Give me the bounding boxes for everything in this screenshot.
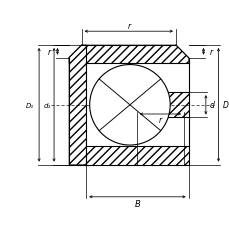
Text: d₁: d₁ xyxy=(44,102,51,108)
Text: r: r xyxy=(208,48,212,57)
Text: r: r xyxy=(127,22,130,31)
Polygon shape xyxy=(69,46,86,165)
Text: D: D xyxy=(222,101,228,110)
Text: r: r xyxy=(158,116,161,125)
Polygon shape xyxy=(165,93,188,118)
Text: D₁: D₁ xyxy=(26,102,34,108)
Text: d: d xyxy=(209,101,214,110)
Polygon shape xyxy=(69,147,188,165)
Circle shape xyxy=(89,65,169,145)
Polygon shape xyxy=(69,46,188,64)
Text: r: r xyxy=(48,48,51,57)
Polygon shape xyxy=(86,64,165,147)
Text: B: B xyxy=(134,199,140,208)
